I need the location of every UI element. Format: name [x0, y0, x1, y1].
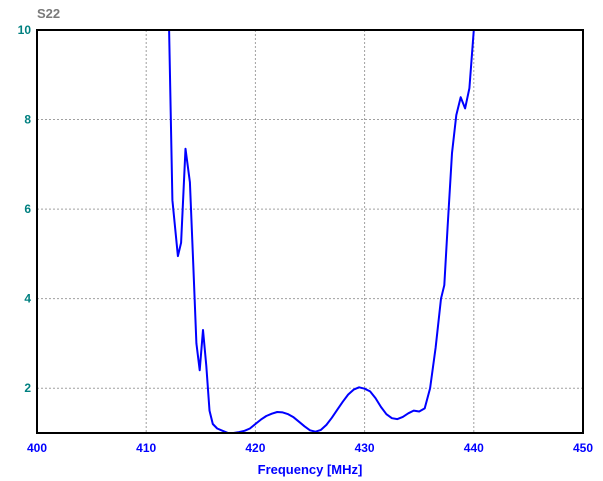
plot-frame	[36, 29, 584, 434]
x-axis-label: Frequency [MHz]	[258, 462, 363, 477]
y-tick-label: 10	[18, 23, 32, 37]
x-tick-label: 440	[464, 441, 484, 455]
y-tick-label: 8	[24, 113, 31, 127]
x-tick-label: 420	[245, 441, 265, 455]
y-tick-label: 4	[24, 292, 31, 306]
x-tick-labels: 400 410 420 430 440 450	[27, 441, 593, 455]
x-tick-label: 430	[355, 441, 375, 455]
s22-line	[168, 30, 475, 433]
chart-title: S22	[37, 6, 60, 21]
series-group	[168, 30, 475, 433]
grid	[37, 30, 583, 433]
y-tick-label: 6	[24, 202, 31, 216]
y-tick-labels: 2 4 6 8 10	[18, 23, 32, 395]
x-tick-label: 400	[27, 441, 47, 455]
plot-background	[37, 30, 583, 433]
x-tick-label: 410	[136, 441, 156, 455]
y-tick-label: 2	[24, 381, 31, 395]
x-tick-label: 450	[573, 441, 593, 455]
